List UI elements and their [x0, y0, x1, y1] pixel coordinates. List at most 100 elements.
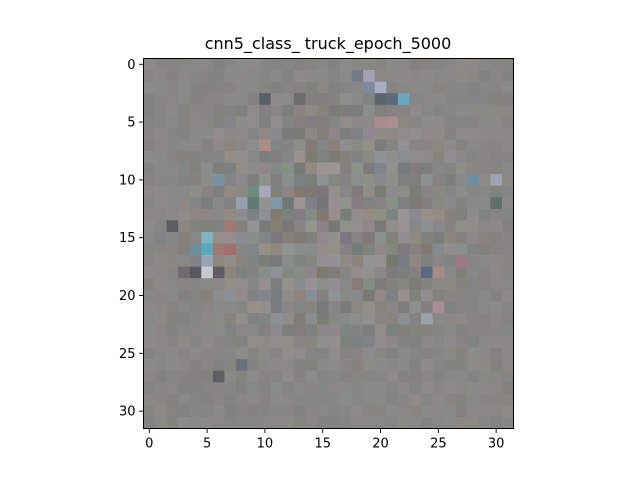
image-pixel	[305, 220, 318, 233]
image-pixel	[305, 347, 318, 360]
image-pixel	[282, 174, 295, 186]
image-pixel	[247, 151, 260, 163]
image-pixel	[397, 255, 410, 267]
image-pixel	[444, 359, 456, 371]
image-pixel	[236, 243, 248, 256]
image-pixel	[444, 370, 456, 383]
image-pixel	[421, 301, 433, 314]
image-pixel	[374, 185, 387, 198]
image-pixel	[455, 278, 468, 291]
image-pixel	[478, 301, 491, 314]
image-pixel	[166, 220, 179, 233]
image-pixel	[305, 208, 318, 221]
x-tick-label: 20	[372, 437, 389, 452]
image-pixel	[143, 382, 156, 395]
image-pixel	[224, 139, 237, 152]
image-pixel	[189, 301, 202, 314]
image-pixel	[490, 151, 503, 163]
image-pixel	[270, 347, 283, 360]
image-pixel	[397, 370, 410, 383]
image-pixel	[501, 70, 514, 82]
image-pixel	[501, 220, 514, 233]
image-pixel	[224, 266, 237, 279]
image-pixel	[363, 301, 376, 314]
image-pixel	[155, 127, 167, 140]
image-pixel	[236, 58, 248, 71]
x-tick-label: 0	[145, 437, 153, 452]
image-pixel	[143, 151, 156, 163]
image-pixel	[351, 151, 364, 163]
image-pixel	[155, 58, 167, 71]
image-pixel	[501, 255, 514, 267]
image-pixel	[467, 266, 480, 279]
image-pixel	[270, 382, 283, 395]
image-pixel	[374, 81, 387, 94]
image-pixel	[432, 324, 445, 337]
image-pixel	[305, 312, 318, 325]
image-pixel	[455, 405, 468, 418]
image-pixel	[201, 416, 214, 429]
image-pixel	[189, 81, 202, 94]
image-pixel	[478, 93, 491, 106]
image-pixel	[363, 116, 376, 129]
image-pixel	[340, 231, 352, 244]
image-pixel	[328, 174, 341, 186]
image-pixel	[328, 278, 341, 291]
image-pixel	[351, 162, 364, 175]
x-tick-label: 25	[430, 437, 447, 452]
image-pixel	[340, 416, 352, 429]
image-pixel	[374, 255, 387, 267]
image-pixel	[351, 301, 364, 314]
image-pixel	[224, 70, 237, 82]
image-pixel	[143, 289, 156, 302]
image-pixel	[189, 104, 202, 117]
image-pixel	[270, 127, 283, 140]
y-tick-label: 15	[119, 231, 136, 246]
image-pixel	[386, 416, 399, 429]
image-pixel	[282, 151, 295, 163]
image-pixel	[397, 416, 410, 429]
image-pixel	[409, 197, 422, 210]
image-pixel	[363, 185, 376, 198]
image-pixel	[409, 312, 422, 325]
image-pixel	[455, 70, 468, 82]
image-pixel	[478, 243, 491, 256]
image-pixel	[282, 197, 295, 210]
image-pixel	[374, 393, 387, 406]
image-pixel	[490, 266, 503, 279]
image-pixel	[328, 255, 341, 267]
image-pixel	[293, 289, 306, 302]
image-pixel	[409, 370, 422, 383]
image-pixel	[224, 324, 237, 337]
image-pixel	[467, 336, 480, 348]
image-pixel	[224, 104, 237, 117]
image-pixel	[432, 416, 445, 429]
image-pixel	[351, 359, 364, 371]
image-pixel	[247, 370, 260, 383]
image-pixel	[293, 81, 306, 94]
image-pixel	[316, 70, 329, 82]
image-pixel	[455, 255, 468, 267]
image-pixel	[178, 208, 191, 221]
image-pixel	[409, 301, 422, 314]
image-pixel	[316, 81, 329, 94]
image-pixel	[374, 139, 387, 152]
image-pixel	[467, 312, 480, 325]
image-pixel	[282, 382, 295, 395]
image-pixel	[340, 162, 352, 175]
image-pixel	[305, 151, 318, 163]
image-pixel	[178, 278, 191, 291]
image-pixel	[421, 104, 433, 117]
image-pixel	[259, 162, 271, 175]
image-pixel	[155, 336, 167, 348]
image-pixel	[478, 174, 491, 186]
image-pixel	[340, 197, 352, 210]
image-pixel	[189, 278, 202, 291]
image-pixel	[397, 359, 410, 371]
image-pixel	[421, 416, 433, 429]
image-pixel	[247, 116, 260, 129]
image-pixel	[501, 151, 514, 163]
image-pixel	[259, 174, 271, 186]
image-pixel	[340, 208, 352, 221]
image-pixel	[166, 324, 179, 337]
